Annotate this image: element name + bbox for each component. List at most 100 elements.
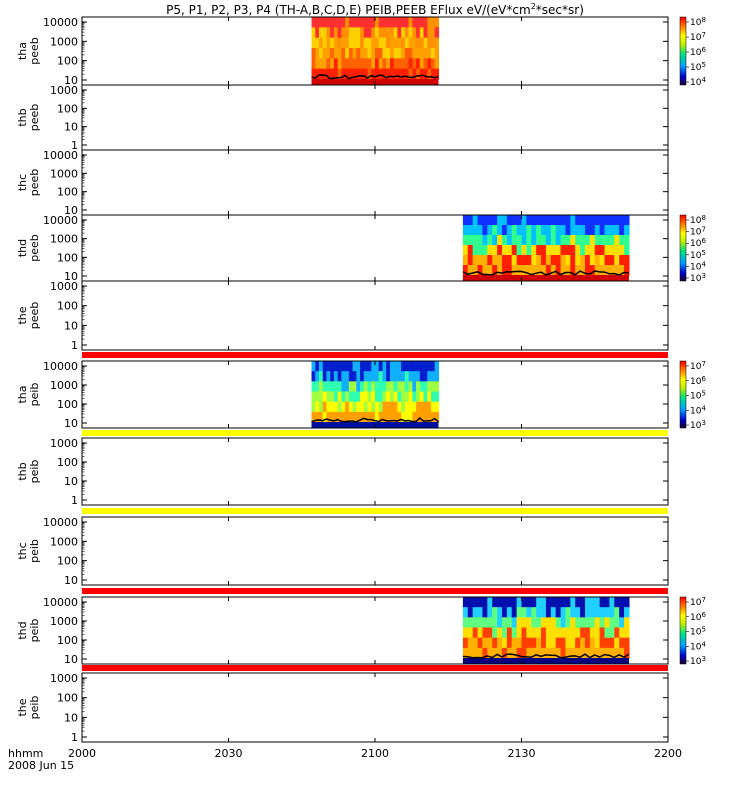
- spectrogram-cell: [341, 401, 346, 413]
- spectrogram-cell: [555, 265, 562, 276]
- spectrogram-cell: [614, 255, 620, 266]
- spectrogram-cell: [584, 245, 591, 256]
- spectrogram-cell: [404, 48, 410, 59]
- spectrogram-cell: [584, 225, 591, 236]
- spectrogram-cell: [393, 27, 398, 39]
- spectrogram-cell: [584, 647, 591, 659]
- spectrogram-cell: [531, 607, 537, 618]
- colorbar-tick-label: 107: [690, 360, 706, 372]
- spectrogram-cell: [363, 68, 369, 80]
- spectrogram-cell: [584, 265, 591, 276]
- spectrogram-cell: [550, 235, 557, 246]
- spectrogram-cell: [322, 58, 328, 70]
- spectrogram-cell: [462, 617, 469, 629]
- spectrogram-cell: [423, 371, 428, 382]
- spectrogram-cell: [492, 245, 498, 256]
- spectrogram-cell: [318, 27, 324, 39]
- spectrogram-cell: [550, 225, 557, 236]
- spectrogram-cell: [363, 391, 369, 403]
- colorbar-tick-label: 103: [690, 419, 706, 431]
- spectrogram-cell: [434, 37, 440, 49]
- spectrogram-cell: [624, 245, 630, 256]
- spectrogram-cell: [326, 27, 331, 39]
- spectrogram-cell: [318, 371, 324, 382]
- spectrogram-cell: [404, 58, 410, 70]
- spectrogram-cell: [555, 235, 562, 246]
- spectrogram-cell: [393, 401, 398, 413]
- spectrogram-cell: [599, 647, 606, 659]
- spectrogram-cell: [575, 637, 581, 649]
- spectrogram-cell: [541, 255, 547, 266]
- spectrogram-cell: [393, 381, 398, 393]
- spectrogram-cell: [516, 627, 523, 639]
- spectrogram-cell: [341, 68, 346, 80]
- spectrogram-cell: [531, 215, 537, 226]
- spectrogram-cell: [378, 381, 384, 393]
- spectrogram-cell: [322, 361, 328, 372]
- spectrogram-cell: [609, 637, 615, 649]
- spectrogram-cell: [467, 607, 474, 618]
- spectrogram-cell: [609, 245, 615, 256]
- spectrogram-cell: [393, 37, 398, 49]
- spectrogram-cell: [570, 617, 576, 629]
- spectrogram-cell: [348, 68, 354, 80]
- spectrogram-cell: [467, 225, 474, 236]
- spectrogram-cell: [408, 17, 413, 28]
- spectrogram-cell: [356, 371, 361, 382]
- spectrogram-cell: [345, 48, 350, 59]
- spectrogram-cell: [531, 225, 537, 236]
- panel-label: thb peeb: [16, 104, 41, 132]
- spectrogram-cell: [367, 411, 372, 423]
- spectrogram-cell: [322, 391, 328, 403]
- spectrogram-cell: [609, 225, 615, 236]
- spectrogram-cell: [360, 371, 365, 382]
- spectrogram-cell: [492, 265, 498, 276]
- spectrogram-cell: [536, 627, 542, 639]
- probe-label: tha: [16, 385, 29, 403]
- spectrogram-cell: [462, 637, 469, 649]
- spectrogram-cell: [389, 27, 395, 39]
- spectrogram-cell: [371, 17, 376, 28]
- spectrogram-cell: [375, 371, 380, 382]
- spectrogram-cell: [589, 637, 596, 649]
- spectrogram-cell: [541, 647, 547, 659]
- spectrogram-cell: [624, 215, 630, 226]
- spectrogram-cell: [501, 617, 508, 629]
- spectrogram-cell: [434, 381, 440, 393]
- spectrogram-cell: [550, 597, 557, 608]
- spectrogram-cell: [356, 381, 361, 393]
- spectrogram-cell: [386, 401, 391, 413]
- spectrogram-cell: [431, 391, 436, 403]
- spectrogram-cell: [492, 597, 498, 608]
- spectrogram-cell: [341, 27, 346, 39]
- spectrogram-cell: [521, 597, 527, 608]
- probe-label: thc: [16, 174, 29, 191]
- spectrogram-cell: [386, 381, 391, 393]
- spectrogram-cell: [619, 647, 625, 659]
- spectrogram-cell: [526, 617, 532, 629]
- spectrogram-cell: [506, 265, 513, 276]
- spectrogram-cell: [416, 68, 421, 80]
- panel-thc-peeb: 10000 1000 100 10 thc peeb: [16, 149, 669, 217]
- spectrogram-cell: [318, 58, 324, 70]
- spectrogram-cell: [352, 37, 357, 49]
- spectrogram-cell: [462, 607, 469, 618]
- spectrogram-cell: [315, 27, 320, 39]
- spectrogram-cell: [423, 401, 428, 413]
- spectrogram-cell: [315, 17, 320, 28]
- spectrogram-cell: [614, 637, 620, 649]
- spectrogram-cell: [386, 411, 391, 423]
- spectrogram-cell: [345, 361, 350, 372]
- spectrogram-cell: [401, 401, 406, 413]
- spectrogram-cell: [389, 48, 395, 59]
- spectrogram-cell: [555, 617, 562, 629]
- spectrogram-cell: [386, 27, 391, 39]
- spectrogram-cell: [580, 225, 586, 236]
- spectrogram-cell: [555, 627, 562, 639]
- spectrogram-cell: [526, 245, 532, 256]
- spectrogram-cell: [431, 48, 436, 59]
- spectrogram-cell: [599, 245, 606, 256]
- spectrogram-cell: [487, 597, 493, 608]
- spectrogram-cell: [619, 637, 625, 649]
- spectrogram-cell: [497, 647, 503, 659]
